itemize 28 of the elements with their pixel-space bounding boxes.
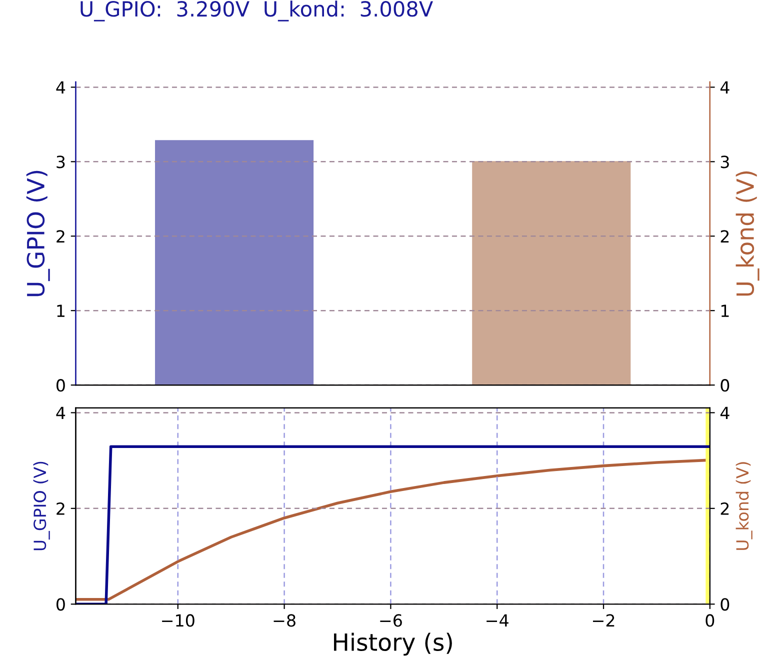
y-tick-label: 0 <box>56 379 65 392</box>
y2-tick-label: 4 <box>720 81 730 94</box>
y2-tick-label: 2 <box>720 230 729 242</box>
x-tick-label: −8 <box>274 614 296 627</box>
y2-axis-title: U_kond (V) <box>736 171 760 296</box>
x-tick-label: −6 <box>380 614 402 627</box>
x-tick-label: 0 <box>706 614 714 627</box>
y-tick-label: 0 <box>56 598 65 611</box>
y2-tick-label: 0 <box>720 379 730 392</box>
x-axis-title: History (s) <box>334 632 452 656</box>
y-axis-title: U_GPIO (V) <box>26 170 50 296</box>
y2-tick-label: 1 <box>721 304 729 317</box>
y2-tick-label: 3 <box>720 156 729 168</box>
y-tick-label: 1 <box>57 304 64 317</box>
y2-tick-label: 4 <box>720 406 730 420</box>
y-tick-label: 4 <box>56 406 66 420</box>
y-tick-label: 3 <box>56 156 65 168</box>
y2-tick-label: 0 <box>720 598 730 611</box>
x-tick-label: −2 <box>592 614 614 627</box>
y-tick-label: 4 <box>56 81 66 94</box>
y2-axis-title: U_kond (V) <box>736 462 752 550</box>
y-tick-label: 2 <box>56 502 64 515</box>
y-axis-title: U_GPIO (V) <box>33 462 50 550</box>
y-tick-label: 2 <box>56 230 64 242</box>
y2-tick-label: 2 <box>720 502 729 515</box>
x-tick-label: −10 <box>162 614 194 627</box>
x-tick-label: −4 <box>486 614 508 627</box>
chart-title: U_GPIO: 3.290V U_kond: 3.008V <box>80 0 433 22</box>
